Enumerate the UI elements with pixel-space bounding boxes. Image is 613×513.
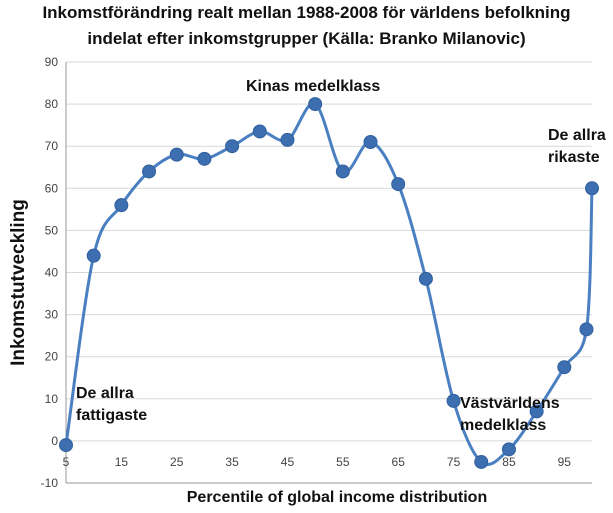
data-point xyxy=(142,164,157,179)
data-point xyxy=(391,177,406,192)
data-point xyxy=(169,147,184,162)
data-point xyxy=(197,151,212,166)
annotation-de-allra-rikaste-line: rikaste xyxy=(548,149,600,166)
y-tick-label: 0 xyxy=(51,434,58,448)
y-tick-label: -10 xyxy=(41,476,59,490)
x-tick-label: 25 xyxy=(170,455,184,469)
annotation-vastvarldens-medelklass-line: medelklass xyxy=(460,417,546,434)
x-tick-label: 45 xyxy=(281,455,295,469)
x-tick-label: 55 xyxy=(336,455,350,469)
data-point xyxy=(579,322,594,337)
data-point xyxy=(252,124,267,139)
annotation-de-allra-rikaste: De allra rikaste xyxy=(548,127,606,166)
chart-title-line-2: indelat efter inkomstgrupper (Källa: Bra… xyxy=(87,29,526,48)
y-tick-label: 50 xyxy=(45,223,59,237)
y-tick-label: 70 xyxy=(45,139,59,153)
data-point xyxy=(308,97,323,112)
data-point xyxy=(86,248,101,263)
data-points xyxy=(59,97,599,469)
y-tick-label: 80 xyxy=(45,97,59,111)
x-axis-ticks: 5 15 25 35 45 55 65 75 85 95 xyxy=(63,455,572,469)
y-tick-label: 60 xyxy=(45,181,59,195)
data-point xyxy=(418,271,433,286)
data-point xyxy=(529,404,544,419)
annotation-de-allra-fattigaste-line: De allra xyxy=(76,385,134,402)
y-axis-ticks: -10 0 10 20 30 40 50 60 70 80 90 xyxy=(41,55,59,490)
data-point xyxy=(280,132,295,147)
annotations: Kinas medelklass De allra rikaste De allra f… xyxy=(76,78,606,434)
annotation-kinas-medelklass: Kinas medelklass xyxy=(246,78,380,95)
data-point xyxy=(225,139,240,154)
data-point xyxy=(114,198,129,213)
x-tick-label: 15 xyxy=(115,455,129,469)
data-point xyxy=(585,181,599,196)
x-tick-label: 85 xyxy=(502,455,516,469)
data-point xyxy=(501,442,516,457)
annotation-de-allra-fattigaste: De allra fattigaste xyxy=(76,385,147,424)
annotation-vastvarldens-medelklass: Västvärldens medelklass xyxy=(460,395,560,434)
x-axis-label: Percentile of global income distribution xyxy=(187,489,487,506)
data-point xyxy=(335,164,350,179)
data-point xyxy=(474,454,489,469)
annotation-kinas-medelklass-line: Kinas medelklass xyxy=(246,78,380,95)
x-tick-label: 35 xyxy=(225,455,239,469)
y-tick-label: 90 xyxy=(45,55,59,69)
y-tick-label: 40 xyxy=(45,266,59,280)
data-point xyxy=(363,134,378,149)
y-tick-label: 20 xyxy=(45,350,59,364)
y-tick-label: 10 xyxy=(45,392,59,406)
annotation-de-allra-rikaste-line: De allra xyxy=(548,127,606,144)
annotation-de-allra-fattigaste-line: fattigaste xyxy=(76,407,147,424)
chart-title-line-1: Inkomstförändring realt mellan 1988-2008… xyxy=(42,3,571,22)
annotation-vastvarldens-medelklass-line: Västvärldens xyxy=(460,395,560,412)
y-axis-label: Inkomstutveckling xyxy=(8,199,29,366)
y-tick-label: 30 xyxy=(45,308,59,322)
data-point xyxy=(557,360,572,375)
x-tick-label: 75 xyxy=(447,455,461,469)
x-tick-label: 65 xyxy=(392,455,406,469)
data-point xyxy=(59,438,73,453)
x-tick-label: 95 xyxy=(558,455,572,469)
chart-title: Inkomstförändring realt mellan 1988-2008… xyxy=(0,0,613,52)
x-tick-label: 5 xyxy=(63,455,70,469)
data-point xyxy=(446,393,461,408)
gridlines xyxy=(66,61,592,484)
